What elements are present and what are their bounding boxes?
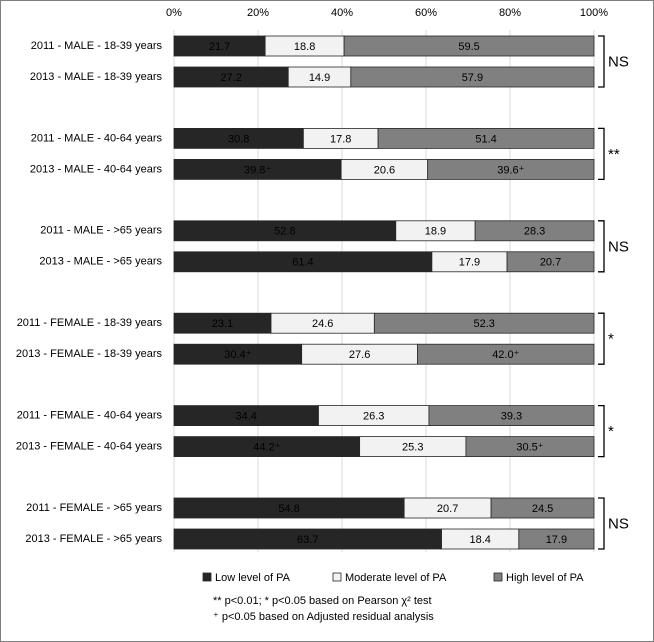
value-label: 52.8 — [274, 226, 295, 238]
value-label: 26.3 — [363, 411, 384, 423]
category-label: 2011 - FEMALE - >65 years — [26, 502, 162, 514]
value-label: 34.4 — [236, 411, 257, 423]
legend-label: Moderate level of PA — [345, 572, 447, 584]
category-label: 2013 - FEMALE - >65 years — [25, 533, 162, 545]
value-label: 20.7 — [437, 503, 458, 515]
value-label: 39.3 — [501, 411, 522, 423]
significance-label: NS — [608, 515, 629, 532]
bar-segment — [474, 220, 595, 242]
bar-segment — [350, 66, 595, 88]
value-label: 52.3 — [473, 318, 494, 330]
x-tick-label: 20% — [247, 7, 269, 19]
significance-bracket — [598, 312, 605, 365]
significance-label: NS — [608, 53, 629, 70]
bar-segment — [490, 497, 595, 519]
x-tick-label: 0% — [166, 7, 182, 19]
value-label: 27.6 — [349, 349, 370, 361]
category-label: 2011 - FEMALE - 18-39 years — [17, 317, 163, 329]
significance-label: * — [608, 331, 614, 348]
significance-label: NS — [608, 238, 629, 255]
value-label: 39.8⁺ — [244, 164, 271, 176]
value-label: 28.3 — [524, 226, 545, 238]
bar-segment — [377, 127, 595, 149]
bar-segment — [343, 35, 595, 57]
value-label: 27.2 — [220, 72, 241, 84]
significance-label: * — [608, 423, 614, 440]
category-label: 2013 - MALE - >65 years — [39, 256, 162, 268]
value-label: 14.9 — [309, 72, 330, 84]
value-label: 18.9 — [425, 226, 446, 238]
footnote: ⁺ p<0.05 based on Adjusted residual anal… — [213, 611, 434, 623]
value-label: 17.9 — [459, 257, 480, 269]
value-label: 54.8 — [278, 503, 299, 515]
legend-label: Low level of PA — [215, 572, 291, 584]
category-label: 2013 - MALE - 40-64 years — [30, 163, 163, 175]
value-label: 18.4 — [469, 534, 490, 546]
value-label: 21.7 — [209, 41, 230, 53]
legend-swatch — [332, 572, 342, 582]
x-tick-label: 40% — [331, 7, 353, 19]
significance-bracket — [598, 220, 605, 273]
significance-bracket — [598, 497, 605, 550]
category-label: 2011 - FEMALE - 40-64 years — [17, 410, 163, 422]
category-label: 2011 - MALE - 18-39 years — [31, 40, 163, 52]
value-label: 59.5 — [458, 41, 479, 53]
value-label: 63.7 — [297, 534, 318, 546]
value-label: 61.4 — [292, 257, 313, 269]
value-label: 30.5⁺ — [516, 442, 543, 454]
legend-label: High level of PA — [506, 572, 584, 584]
bar-segment — [427, 158, 595, 180]
legend-swatch — [202, 572, 212, 582]
significance-bracket — [598, 404, 605, 458]
footnote: ** p<0.01; * p<0.05 based on Pearson χ² … — [213, 595, 432, 607]
value-label: 17.8 — [330, 133, 351, 145]
value-label: 57.9 — [462, 72, 483, 84]
bar-segment — [373, 312, 595, 334]
significance-bracket — [598, 127, 605, 181]
x-tick-label: 60% — [415, 7, 437, 19]
value-label: 25.3 — [402, 442, 423, 454]
significance-bracket — [598, 35, 605, 88]
bar-segment — [465, 436, 595, 458]
bar-segment — [428, 405, 595, 427]
bar-segment — [417, 343, 595, 365]
category-label: 2013 - FEMALE - 40-64 years — [16, 441, 163, 453]
value-label: 20.6 — [374, 164, 395, 176]
x-tick-label: 100% — [580, 7, 608, 19]
value-label: 30.8 — [228, 133, 249, 145]
value-label: 18.8 — [294, 41, 315, 53]
x-tick-label: 80% — [499, 7, 521, 19]
value-label: 39.6⁺ — [497, 164, 524, 176]
value-label: 17.9 — [546, 534, 567, 546]
value-label: 23.1 — [212, 318, 233, 330]
value-label: 51.4 — [475, 133, 496, 145]
significance-label: ** — [608, 146, 620, 163]
category-label: 2011 - MALE - >65 years — [40, 225, 162, 237]
bar-segment — [506, 251, 595, 273]
category-label: 2011 - MALE - 40-64 years — [31, 132, 163, 144]
value-label: 30.4⁺ — [224, 349, 251, 361]
value-label: 20.7 — [540, 257, 561, 269]
value-label: 42.0⁺ — [492, 349, 519, 361]
bar-segment — [518, 528, 595, 550]
value-label: 24.5 — [532, 503, 553, 515]
legend-swatch — [493, 572, 503, 582]
category-label: 2013 - FEMALE - 18-39 years — [16, 348, 163, 360]
category-label: 2013 - MALE - 18-39 years — [30, 71, 163, 83]
value-label: 24.6 — [312, 318, 333, 330]
value-label: 44.2⁺ — [253, 442, 280, 454]
